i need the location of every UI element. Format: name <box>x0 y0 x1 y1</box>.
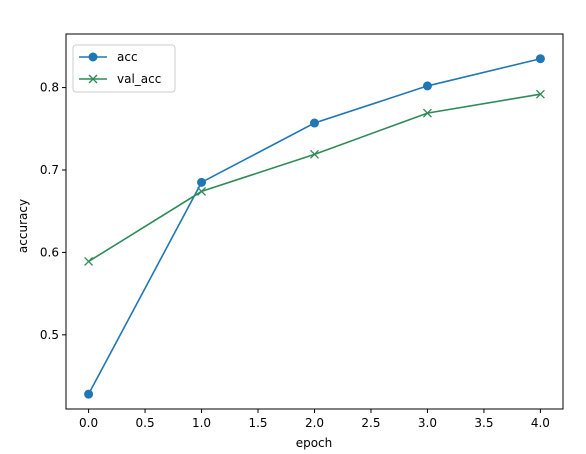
data-point <box>88 74 98 84</box>
data-point <box>84 257 94 266</box>
data-point <box>422 108 432 118</box>
data-point-stroke <box>197 186 207 196</box>
legend-label: val_acc <box>117 72 161 86</box>
data-point-stroke <box>422 108 432 118</box>
x-tick-label: 0.0 <box>79 416 98 430</box>
data-point <box>535 54 545 64</box>
data-point-stroke <box>535 89 545 99</box>
legend: acc val_acc <box>72 44 176 93</box>
x-tick-label: 0.5 <box>136 416 155 430</box>
legend-item: val_acc <box>79 72 161 86</box>
y-tick-label: 0.8 <box>40 81 59 95</box>
data-point <box>310 149 319 159</box>
data-point <box>84 389 94 399</box>
x-axis-label: epoch <box>296 436 333 450</box>
y-tick-label: 0.6 <box>40 245 59 259</box>
legend-item: acc <box>79 50 138 64</box>
x-tick-label: 2.0 <box>305 416 324 430</box>
data-point-stroke <box>88 74 98 84</box>
x-tick-label: 1.0 <box>192 416 211 430</box>
data-point <box>422 81 432 91</box>
data-point <box>197 186 207 196</box>
data-point <box>197 177 207 187</box>
data-point-stroke <box>310 149 319 159</box>
x-tick-label: 2.5 <box>361 416 380 430</box>
x-tick-label: 1.5 <box>248 416 267 430</box>
data-point-stroke <box>84 257 94 266</box>
x-tick-label: 3.0 <box>418 416 437 430</box>
x-tick-label: 3.5 <box>474 416 493 430</box>
data-point <box>535 89 545 99</box>
y-tick-label: 0.5 <box>40 328 59 342</box>
y-tick-label: 0.7 <box>40 163 59 177</box>
legend-label: acc <box>117 50 138 64</box>
data-point <box>88 52 98 62</box>
series-acc <box>84 54 545 399</box>
x-tick-label: 4.0 <box>531 416 550 430</box>
data-point <box>310 118 319 128</box>
y-axis-label: accuracy <box>16 199 30 253</box>
series-val-acc <box>84 89 545 266</box>
plot-area: 0.0 0.5 1.0 1.5 2.0 2.5 3.0 3.5 4.0 0.5 0.6 0.7 0.8 a… <box>40 33 564 430</box>
